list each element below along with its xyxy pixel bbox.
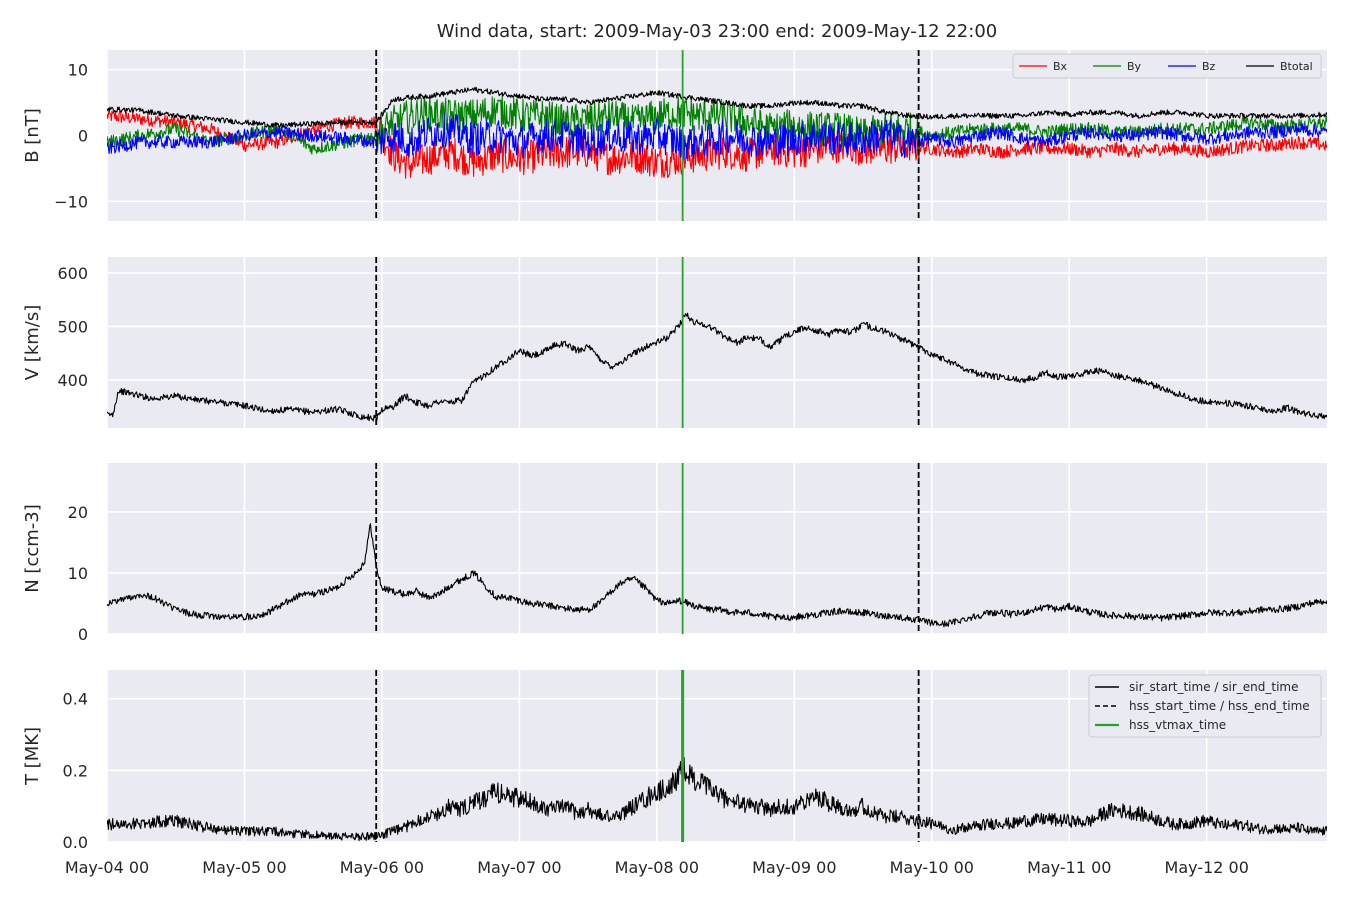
legend-label: Btotal	[1280, 60, 1313, 73]
series-line-Bx	[107, 108, 1327, 179]
y-tick-label-T: 0.0	[63, 833, 88, 852]
series-group-V	[107, 312, 1327, 422]
x-tick-label: May-04 00	[65, 858, 149, 877]
y-tick-label-V: 500	[57, 317, 88, 336]
series-line-Bz	[107, 112, 1327, 160]
x-tick-label: May-11 00	[1027, 858, 1111, 877]
panel-magnetic-field: −10 0 10 B [nT] Bx By Bz Btotal	[22, 50, 1327, 221]
panel-density: 0 10 20 N [ccm-3]	[22, 463, 1327, 644]
y-tick-label-T: 0.4	[63, 690, 88, 709]
y-tick-label-N: 0	[78, 625, 88, 644]
y-axis-label-B: B [nT]	[22, 108, 43, 163]
series-group-T	[107, 756, 1327, 842]
legend-box	[1088, 674, 1322, 738]
legend-label: sir_start_time / sir_end_time	[1129, 680, 1299, 694]
x-tick-label: May-06 00	[340, 858, 424, 877]
panel-velocity: 400 500 600 V [km/s]	[22, 257, 1327, 428]
x-tick-label: May-08 00	[615, 858, 699, 877]
x-tick-label: May-10 00	[890, 858, 974, 877]
legend-b: Bx By Bz Btotal	[1012, 53, 1322, 79]
y-axis-label-V: V [km/s]	[22, 305, 43, 380]
figure-title: Wind data, start: 2009-May-03 23:00 end:…	[437, 21, 997, 42]
series-line-V	[107, 312, 1327, 422]
legend-label: Bz	[1202, 60, 1216, 73]
legend-events: sir_start_time / sir_end_time hss_start_t…	[1088, 674, 1322, 738]
y-tick-label-T: 0.2	[63, 761, 88, 780]
y-tick-label-N: 20	[68, 503, 88, 522]
legend-label: hss_start_time / hss_end_time	[1129, 699, 1310, 713]
legend-label: hss_vtmax_time	[1129, 718, 1226, 732]
x-tick-label: May-07 00	[477, 858, 561, 877]
x-tick-label: May-09 00	[752, 858, 836, 877]
legend-label: By	[1127, 60, 1142, 73]
series-group-B	[107, 86, 1327, 179]
legend-label: Bx	[1053, 60, 1068, 73]
y-tick-label-B: 10	[68, 61, 88, 80]
y-tick-label-N: 10	[68, 564, 88, 583]
plot-area-V	[107, 257, 1327, 428]
legend-box	[1012, 53, 1322, 79]
series-line-N	[107, 523, 1327, 628]
y-axis-label-N: N [ccm-3]	[22, 504, 43, 593]
x-tick-label: May-12 00	[1165, 858, 1249, 877]
y-tick-label-B: −10	[54, 192, 88, 211]
plot-area-N	[107, 463, 1327, 634]
x-tick-label: May-05 00	[202, 858, 286, 877]
series-line-Btotal	[107, 86, 1327, 128]
y-axis-label-T: T [MK]	[22, 727, 43, 786]
series-line-T	[107, 756, 1327, 842]
y-tick-label-V: 400	[57, 371, 88, 390]
series-group-N	[107, 523, 1327, 628]
panel-temperature: May-04 00 May-05 00 May-06 00 May-07 00 May-…	[22, 670, 1327, 877]
y-tick-label-B: 0	[78, 127, 88, 146]
y-tick-label-V: 600	[57, 264, 88, 283]
